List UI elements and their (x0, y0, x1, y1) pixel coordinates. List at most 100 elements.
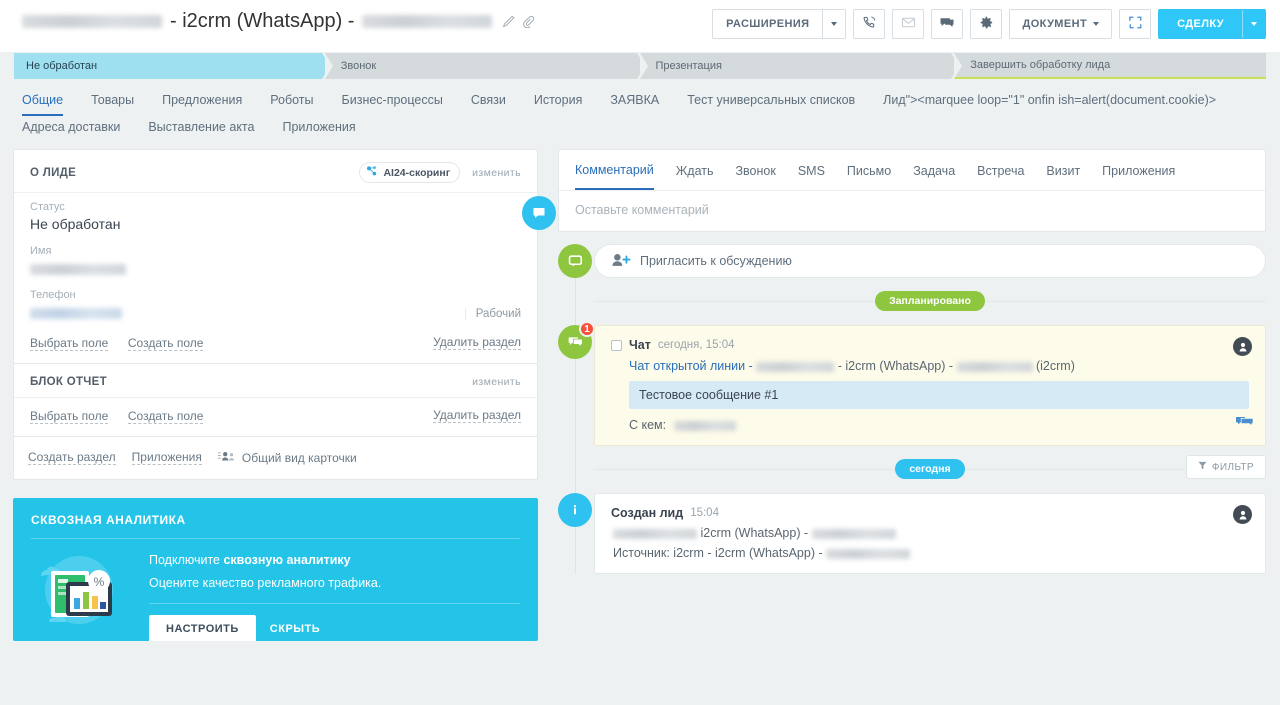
create-deal-dropdown-arrow[interactable] (1243, 22, 1265, 26)
tab-item-1[interactable]: Товары (91, 93, 135, 107)
activity-tab-3[interactable]: SMS (797, 164, 825, 178)
tab-item-4[interactable]: Бизнес-процессы (341, 93, 443, 107)
chat-event-title: Чат (629, 338, 651, 352)
filter-button[interactable]: ФИЛЬТР (1185, 455, 1266, 479)
tab-item-2[interactable]: Предложения (162, 93, 243, 107)
activity-tab-8[interactable]: Приложения (1102, 164, 1176, 178)
lead-source-redacted (826, 548, 911, 559)
report-select-field-link[interactable]: Выбрать поле (30, 409, 109, 424)
document-button[interactable]: ДОКУМЕНТ (1009, 9, 1113, 39)
chat-unread-badge: 1 (579, 321, 595, 337)
promo-setup-button[interactable]: НАСТРОИТЬ (149, 615, 256, 641)
tab-item-9[interactable]: Лид"><marquee loop="1" onfin ish=alert(d… (883, 93, 1217, 107)
chat-event-card[interactable]: Чат сегодня, 15:04 Чат открытой линии - … (594, 325, 1266, 446)
lead-created-card[interactable]: Создан лид 15:04 i2crm (WhatsApp) - Исто… (594, 493, 1266, 574)
chat-with-row: С кем: (629, 418, 1249, 432)
tab-item-5[interactable]: Связи (470, 93, 506, 107)
report-delete-section-link[interactable]: Удалить раздел (433, 408, 521, 423)
invite-to-discussion-button[interactable]: Пригласить к обсуждению (594, 244, 1266, 278)
comment-bullet-icon (522, 196, 556, 230)
stage-item-1[interactable]: Звонок (324, 53, 645, 79)
extensions-label: РАСШИРЕНИЯ (713, 10, 824, 38)
ai-molecule-icon (366, 165, 378, 180)
report-section-title: БЛОК ОТЧЕТ (30, 376, 107, 388)
chat-party-redacted (756, 361, 835, 372)
lead-info-card: О ЛИДЕ AI24-скоринг изменить Статус Не о… (13, 149, 538, 364)
report-edit-link[interactable]: изменить (472, 376, 521, 388)
lead-edit-link[interactable]: изменить (472, 166, 521, 179)
comment-input[interactable]: Оставьте комментарий (575, 203, 709, 217)
analytics-illustration: % (29, 538, 129, 638)
activity-tab-1[interactable]: Ждать (675, 164, 714, 178)
planned-divider: Запланировано (594, 291, 1266, 311)
activity-tab-0[interactable]: Комментарий (575, 150, 654, 190)
tab-item-3[interactable]: Роботы (270, 93, 314, 107)
field-status-value: Не обработан (30, 216, 121, 232)
pencil-icon[interactable] (502, 15, 515, 28)
chat-with-label: С кем: (629, 418, 667, 432)
select-field-link[interactable]: Выбрать поле (30, 336, 109, 351)
invite-bullet-icon (558, 244, 592, 278)
tab-item-11[interactable]: Выставление акта (148, 120, 255, 134)
lead-line1-middle: i2crm (WhatsApp) - (697, 526, 812, 540)
chat-open-icon[interactable] (1236, 416, 1254, 433)
chat-event-checkbox[interactable] (611, 339, 622, 351)
chat-operator-redacted (956, 361, 1033, 372)
tab-item-6[interactable]: История (533, 93, 583, 107)
fullscreen-button[interactable] (1119, 9, 1152, 39)
chat-activity-row: 1 Чат сегодня, 15:04 Чат открытой линии … (558, 321, 1266, 446)
field-name[interactable]: Имя (14, 237, 537, 281)
create-deal-label: СДЕЛКУ (1159, 10, 1243, 38)
title-redacted-left (22, 15, 162, 28)
paperclip-icon[interactable] (522, 15, 535, 28)
promo-hide-link[interactable]: СКРЫТЬ (269, 623, 321, 635)
stage-item-0[interactable]: Не обработан (14, 53, 330, 79)
create-field-link[interactable]: Создать поле (127, 336, 204, 351)
report-create-field-link[interactable]: Создать поле (127, 409, 204, 424)
tab-item-0[interactable]: Общие (22, 89, 64, 116)
stage-item-2[interactable]: Презентация (639, 53, 959, 79)
email-button[interactable] (892, 9, 925, 39)
field-phone-type: Рабочий (464, 308, 521, 320)
activity-tab-2[interactable]: Звонок (735, 164, 776, 178)
tab-item-7[interactable]: ЗАЯВКА (610, 93, 660, 107)
tab-item-10[interactable]: Адреса доставки (22, 120, 121, 134)
call-button[interactable] (853, 9, 886, 39)
lead-created-row: Создан лид 15:04 i2crm (WhatsApp) - Исто… (558, 493, 1266, 574)
today-divider: сегодня ФИЛЬТР (594, 455, 1266, 479)
tab-bar: Общие Товары Предложения Роботы Бизнес-проце… (0, 79, 1280, 141)
open-line-link[interactable]: Чат открытой линии - (629, 359, 757, 373)
ai-scoring-badge[interactable]: AI24-скоринг (359, 162, 461, 183)
chat-event-time: сегодня, 15:04 (657, 339, 735, 351)
field-phone-value[interactable] (30, 304, 521, 321)
create-deal-button[interactable]: СДЕЛКУ (1158, 9, 1266, 39)
ai-scoring-label: AI24-скоринг (383, 166, 451, 179)
field-name-value (30, 260, 521, 277)
activity-tab-4[interactable]: Письмо (846, 164, 892, 178)
field-name-label: Имя (30, 245, 52, 257)
general-card-view-label: Общий вид карточки (241, 450, 357, 465)
tab-item-8[interactable]: Тест универсальных списков (687, 93, 856, 107)
promo-line1-bold: сквозную аналитику (223, 553, 351, 567)
activity-tab-5[interactable]: Задача (913, 164, 956, 178)
general-card-view-button[interactable]: Общий вид карточки (217, 450, 357, 465)
report-section-header: БЛОК ОТЧЕТ изменить (14, 364, 537, 398)
applications-link[interactable]: Приложения (131, 450, 202, 465)
stage-bar: Не обработан Звонок Презентация Завершить о… (0, 53, 1280, 79)
delete-section-link[interactable]: Удалить раздел (433, 335, 521, 350)
lead-created-title: Создан лид (611, 506, 684, 520)
info-bullet-icon (558, 493, 592, 527)
chat-button[interactable] (931, 9, 964, 39)
activity-tab-7[interactable]: Визит (1046, 164, 1081, 178)
settings-button[interactable] (970, 9, 1003, 39)
extensions-button[interactable]: РАСШИРЕНИЯ (712, 9, 847, 39)
tab-item-12[interactable]: Приложения (282, 120, 356, 134)
stage-item-3[interactable]: Завершить обработку лида (954, 53, 1266, 79)
field-phone[interactable]: Телефон Рабочий (14, 281, 537, 325)
chat-event-avatar[interactable] (1233, 337, 1252, 356)
activity-tab-6[interactable]: Встреча (977, 164, 1025, 178)
create-section-link[interactable]: Создать раздел (28, 450, 116, 465)
promo-line2: Оцените качество рекламного трафика. (149, 576, 382, 590)
extensions-dropdown-arrow[interactable] (823, 22, 845, 26)
lead-created-avatar[interactable] (1233, 505, 1252, 524)
